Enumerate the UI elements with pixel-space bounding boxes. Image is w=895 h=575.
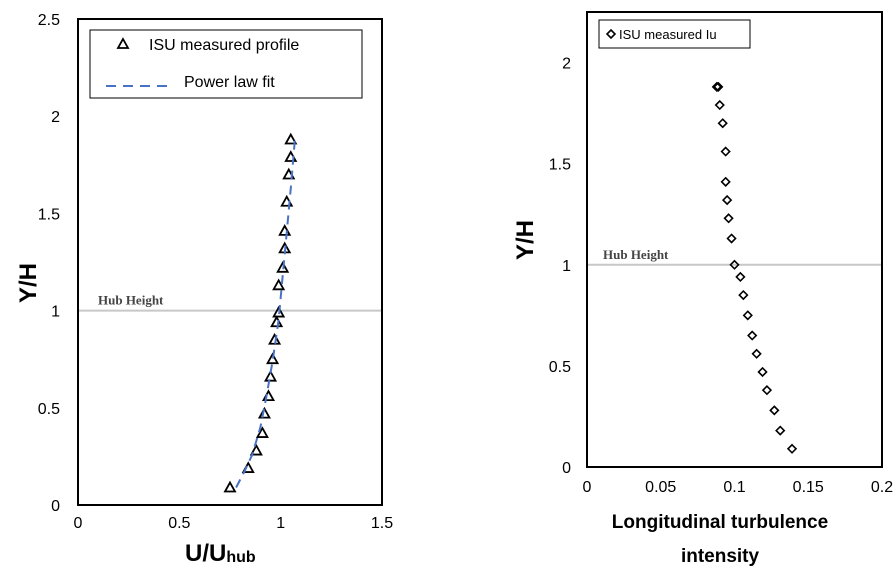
power-law-fit-line: [235, 139, 296, 488]
legend-label-measured: ISU measured Iu: [619, 27, 717, 42]
y-tick-label: 1.5: [549, 157, 571, 174]
data-point-triangle: [268, 332, 282, 345]
series-layer: [711, 81, 798, 454]
x-tick-label: 0.1: [723, 479, 745, 496]
x-tick-label: 1: [276, 515, 285, 532]
y-tick-label: 1: [51, 304, 60, 321]
plot-frame: [77, 18, 383, 506]
x-tick-label: 0: [74, 515, 83, 532]
legend-box: [598, 19, 751, 49]
y-tick-labels: 0 0.5 1 1.5 2 2.5: [38, 12, 60, 515]
y-axis-label: Y/H: [512, 220, 539, 260]
data-point-triangle: [270, 315, 284, 328]
turbulence-intensity-chart: Hub Height 0 0.05 0.1 0.15 0.2 0 0.5 1 1.5 2 ISU…: [512, 11, 894, 567]
legend: ISU measured Iu: [598, 19, 751, 49]
y-tick-label: 2: [51, 109, 60, 126]
legend-triangle-marker: [116, 37, 130, 49]
y-tick-labels: 0 0.5 1 1.5 2: [549, 56, 571, 477]
data-point-triangle: [278, 224, 292, 236]
data-point-diamond: [711, 81, 722, 92]
data-point-diamond: [786, 443, 798, 454]
velocity-profile-chart: Hub Height 0 0.5 1 1.5 0 0.5 1 1.5 2 2.5 ISU mea…: [15, 12, 393, 567]
x-tick-label: 0.15: [793, 479, 824, 496]
y-tick-label: 2.5: [38, 12, 60, 29]
hub-height-label: Hub Height: [603, 247, 669, 262]
data-point-triangle: [223, 480, 237, 493]
data-point-diamond: [751, 348, 762, 359]
data-point-diamond: [720, 176, 731, 187]
x-tick-label: 0.2: [871, 479, 893, 496]
data-point-triangle: [249, 443, 263, 456]
x-axis-label: U/Uhub: [185, 540, 256, 567]
data-point-triangle: [264, 369, 278, 382]
data-point-diamond: [729, 259, 740, 270]
data-point-diamond: [769, 405, 780, 416]
legend-label-fit: Power law fit: [184, 74, 275, 91]
series-layer: [223, 132, 298, 493]
data-point-diamond: [742, 310, 753, 321]
x-axis-label-line1: Longitudinal turbulence: [612, 512, 828, 533]
data-point-diamond: [721, 194, 733, 206]
legend-label-measured: ISU measured profile: [149, 37, 299, 54]
x-tick-labels: 0 0.05 0.1 0.15 0.2: [583, 479, 894, 496]
data-point-diamond: [757, 366, 768, 378]
x-axis-label-line2: intensity: [681, 546, 760, 567]
y-axis-label: Y/H: [15, 263, 42, 303]
y-tick-label: 0.5: [38, 401, 60, 418]
data-point-diamond: [738, 289, 749, 301]
x-tick-label: 1.5: [371, 515, 393, 532]
legend: ISU measured profile Power law fit: [89, 29, 363, 99]
data-point-diamond: [761, 385, 773, 396]
data-point-triangle: [272, 305, 286, 318]
x-tick-label: 0.5: [168, 515, 190, 532]
data-point-diamond: [735, 271, 746, 283]
data-point-diamond: [714, 99, 725, 111]
data-point-diamond: [726, 233, 737, 244]
y-tick-label: 1.5: [38, 206, 60, 223]
data-point-diamond: [775, 425, 786, 436]
plot-frame: [586, 11, 883, 468]
y-tick-label: 0: [51, 498, 60, 515]
hub-height-label: Hub Height: [98, 293, 164, 308]
y-tick-label: 2: [562, 56, 571, 73]
x-tick-labels: 0 0.5 1 1.5: [74, 515, 394, 532]
data-point-diamond: [717, 118, 728, 129]
data-point-triangle: [255, 426, 269, 438]
data-point-triangle: [266, 352, 280, 365]
y-tick-label: 0: [562, 460, 571, 477]
data-point-diamond: [747, 330, 758, 341]
legend-diamond-marker: [605, 28, 617, 40]
y-tick-label: 0.5: [549, 359, 571, 376]
x-tick-label: 0.05: [645, 479, 676, 496]
data-point-triangle: [284, 132, 298, 145]
data-point-triangle: [257, 406, 271, 419]
data-point-triangle: [272, 278, 286, 291]
data-point-diamond: [713, 81, 724, 92]
x-tick-label: 0: [583, 479, 592, 496]
data-point-triangle: [276, 260, 290, 273]
legend-box: [89, 29, 363, 99]
y-tick-label: 1: [562, 258, 571, 275]
data-point-diamond: [720, 146, 731, 157]
data-point-diamond: [723, 213, 734, 224]
